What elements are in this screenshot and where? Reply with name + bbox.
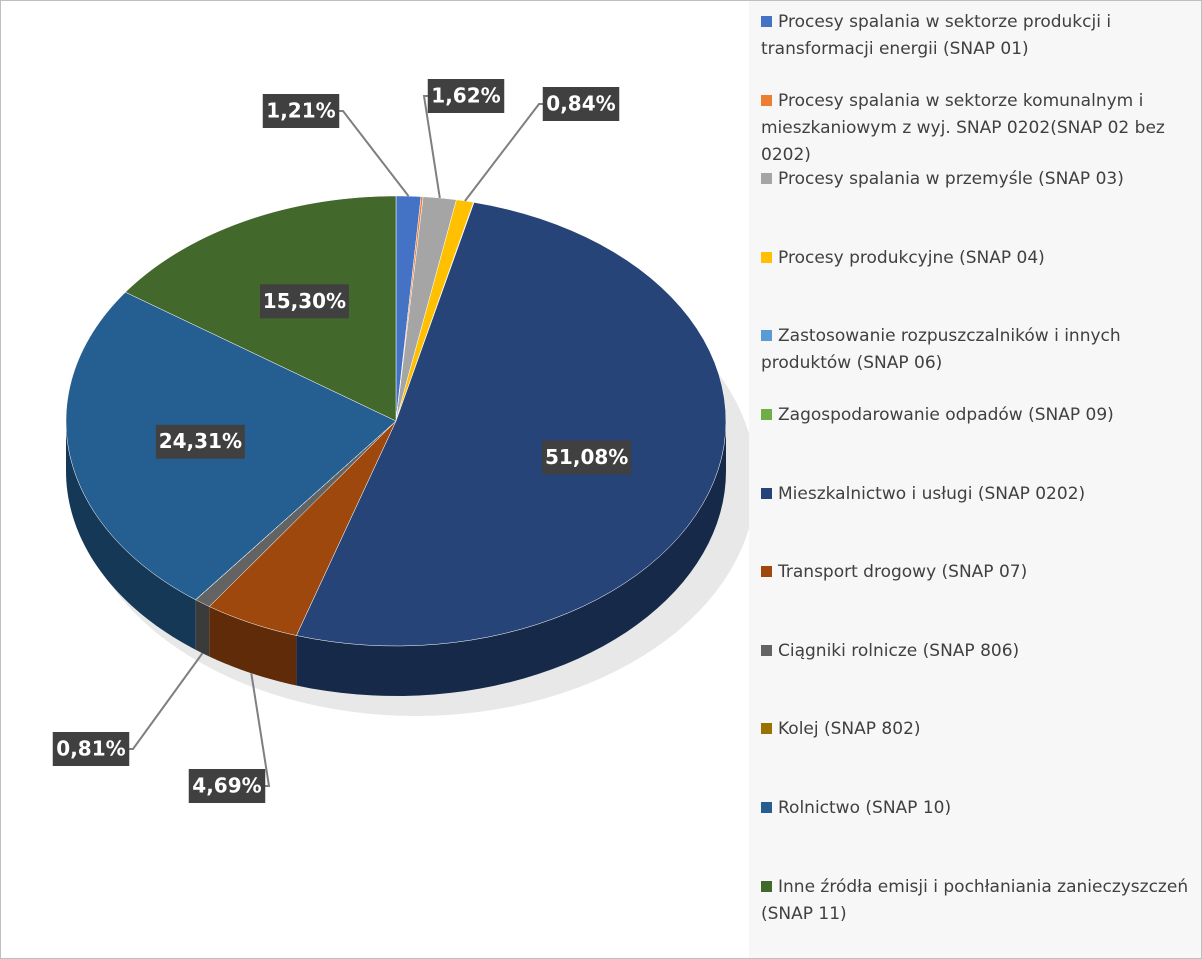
legend-swatch <box>761 880 772 892</box>
legend-swatch <box>761 94 772 106</box>
data-label: 15,30% <box>263 289 346 313</box>
slice-side <box>66 421 196 650</box>
legend-item: Zagospodarowanie odpadów (SNAP 09) <box>761 402 1193 429</box>
label-box <box>155 424 245 459</box>
pie-area: 1,21% 1,62% 0,84% 51,08% 4,69% 0,81% 24,31% 15,… <box>52 79 749 803</box>
legend-item: Procesy spalania w sektorze produkcji i … <box>761 9 1193 63</box>
legend-label: Inne źródła emisji i pochłaniania zaniec… <box>761 876 1189 924</box>
label-box <box>542 440 632 475</box>
label-box <box>52 732 130 766</box>
legend-item: Kolej (SNAP 802) <box>761 716 1193 743</box>
legend-swatch <box>761 487 772 499</box>
legend-label: Zagospodarowanie odpadów (SNAP 09) <box>778 405 1114 425</box>
legend-item: Mieszkalnictwo i usługi (SNAP 0202) <box>761 481 1193 508</box>
slice <box>208 420 397 636</box>
legend-item: Procesy spalania w sektorze komunalnym i… <box>761 88 1193 169</box>
legend-item: Ciągniki rolnicze (SNAP 806) <box>761 638 1193 665</box>
legend-item: Transport drogowy (SNAP 07) <box>761 559 1193 586</box>
legend-label: Kolej (SNAP 802) <box>778 719 921 740</box>
legend-label: Procesy spalania w sektorze komunalnym i… <box>761 90 1165 165</box>
data-label: 4,69% <box>192 774 261 798</box>
legend-label: Ciągniki rolnicze (SNAP 806) <box>778 640 1020 661</box>
legend-swatch <box>761 16 772 27</box>
legend: Procesy spalania w sektorze produkcji i … <box>749 1 1201 958</box>
legend-item: Procesy spalania w przemyśle (SNAP 03) <box>761 166 1193 193</box>
legend-label: Procesy spalania w przemyśle (SNAP 03) <box>778 169 1124 190</box>
legend-label: Mieszkalnictwo i usługi (SNAP 0202) <box>778 483 1086 504</box>
label-box <box>188 769 266 803</box>
data-label: 1,62% <box>431 84 500 108</box>
legend-label: Zastosowanie rozpuszczalników i innych p… <box>761 326 1121 374</box>
legend-swatch <box>761 566 772 578</box>
legend-item: Rolnictwo (SNAP 10) <box>761 795 1193 822</box>
legend-swatch <box>761 802 772 813</box>
legend-swatch <box>761 251 772 263</box>
legend-swatch <box>761 723 772 735</box>
data-label: 0,84% <box>546 92 615 116</box>
slice <box>195 420 397 607</box>
data-label: 0,81% <box>56 737 125 761</box>
legend-swatch <box>761 173 772 185</box>
data-label: 1,21% <box>266 99 335 123</box>
label-box <box>262 94 340 128</box>
slice-side <box>296 421 726 696</box>
label-box <box>259 284 349 319</box>
legend-item: Procesy produkcyjne (SNAP 04) <box>761 245 1193 272</box>
slice-side <box>209 606 297 686</box>
legend-swatch <box>761 330 772 342</box>
label-box <box>542 87 620 121</box>
data-label: 51,08% <box>545 445 628 469</box>
legend-swatch <box>761 409 772 420</box>
slice <box>296 202 727 647</box>
slice-side <box>195 599 210 657</box>
legend-label: Procesy spalania w sektorze produkcji i … <box>761 12 1112 59</box>
legend-item: Zastosowanie rozpuszczalników i innych p… <box>761 323 1193 377</box>
legend-swatch <box>761 644 772 656</box>
label-box <box>427 79 505 113</box>
data-label: 24,31% <box>159 429 242 453</box>
legend-label: Transport drogowy (SNAP 07) <box>778 562 1028 583</box>
legend-item: Inne źródła emisji i pochłaniania zaniec… <box>761 874 1193 928</box>
legend-label: Procesy produkcyjne (SNAP 04) <box>778 247 1045 268</box>
legend-label: Rolnictwo (SNAP 10) <box>778 798 952 818</box>
